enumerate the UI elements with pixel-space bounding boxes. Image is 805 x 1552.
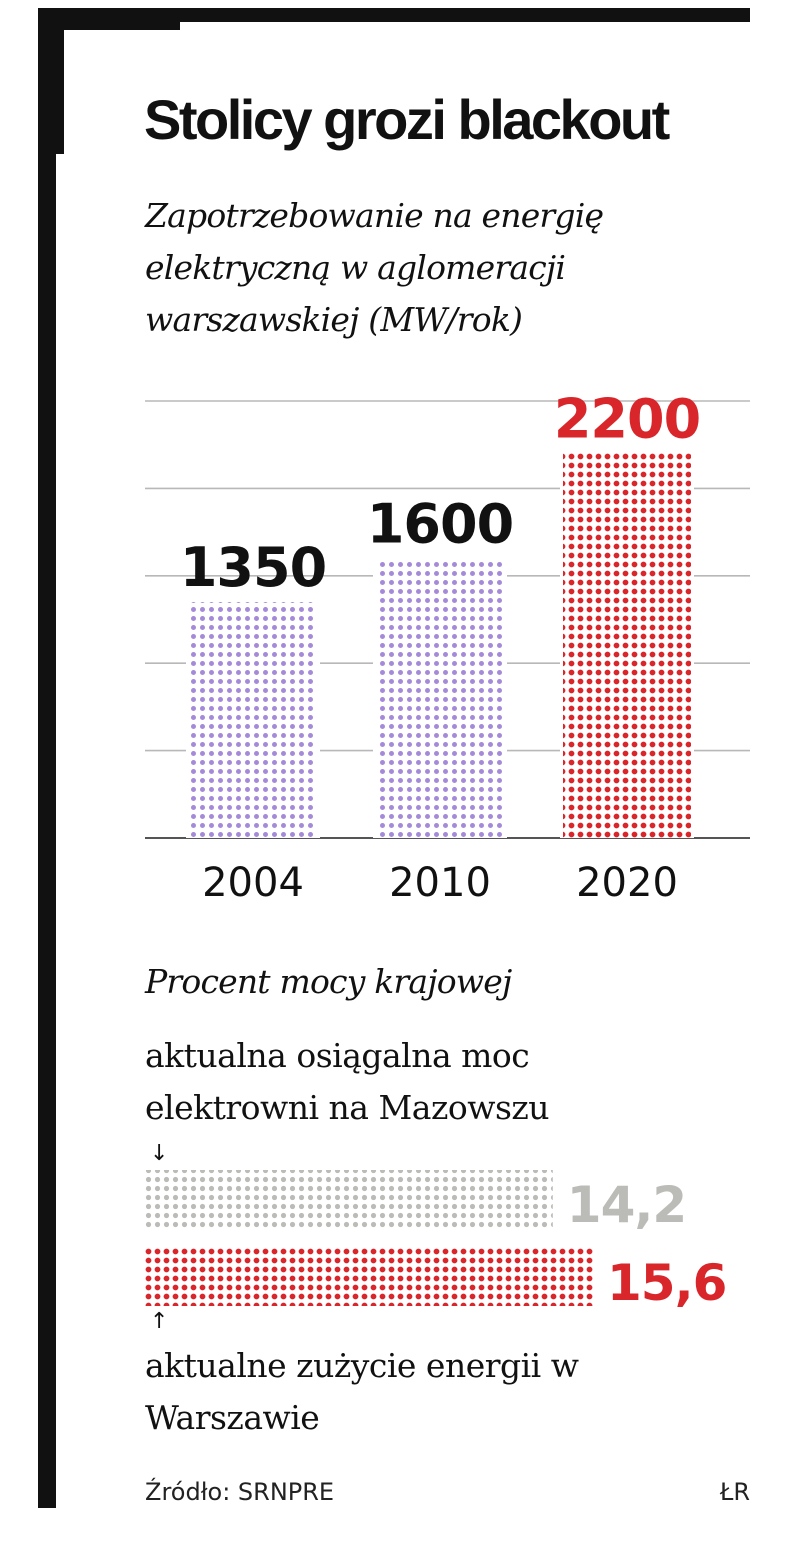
- chart-subtitle: Zapotrzebowanie na energię elektryczną w…: [145, 196, 604, 339]
- frame-top-rule: [38, 8, 750, 22]
- horizontal-bar-chart: ↓ ↑ 14,2 15,6: [145, 1141, 727, 1334]
- value-label-2010: 1600: [367, 492, 513, 555]
- category-label-2020: 2020: [576, 860, 678, 900]
- frame-corner-tab: [38, 8, 180, 30]
- source-note: Źródło: SRNPRE: [145, 1478, 335, 1506]
- category-label-2010: 2010: [389, 860, 491, 900]
- category-label-2004: 2004: [202, 860, 304, 900]
- section2-title: Procent mocy krajowej: [145, 962, 512, 1001]
- arrow-up-icon: ↑: [150, 1309, 168, 1334]
- bar-mazowsze-capacity: [145, 1170, 553, 1228]
- value-label-2020: 2200: [554, 387, 700, 450]
- annotation-power-capacity: aktualna osiągalna moc elektrowni na Maz…: [145, 1036, 550, 1127]
- frame-corner-block: [38, 8, 64, 154]
- bar-warsaw-consumption: [145, 1248, 593, 1306]
- arrow-down-icon: ↓: [150, 1141, 168, 1166]
- value-label-warsaw-consumption: 15,6: [607, 1254, 726, 1312]
- chart-title: Stolicy grozi blackout: [144, 88, 670, 151]
- author-credit: ŁR: [719, 1478, 750, 1506]
- value-label-2004: 1350: [180, 536, 326, 599]
- frame-left-rule: [38, 8, 56, 1508]
- value-label-mazowsze-capacity: 14,2: [567, 1176, 686, 1234]
- annotation-warsaw-consumption: aktualne zużycie energii w Warszawie: [145, 1346, 579, 1437]
- bar-2020: [563, 453, 691, 838]
- bar-2010: [376, 558, 504, 838]
- vertical-bar-chart: 1350 2004 1600 2010 2200 2020: [145, 387, 750, 900]
- bar-2004: [189, 602, 317, 838]
